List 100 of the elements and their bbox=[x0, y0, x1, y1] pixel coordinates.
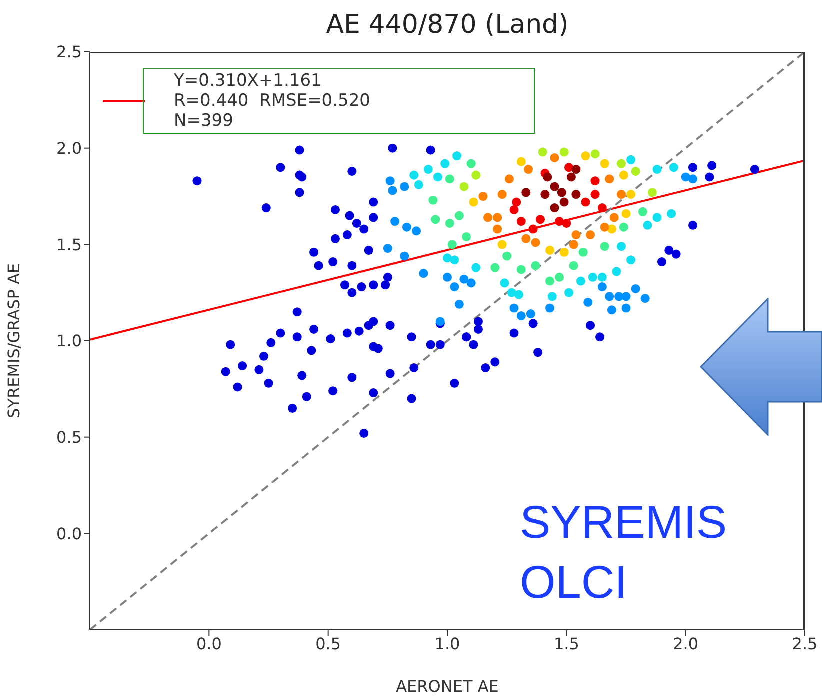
point bbox=[524, 165, 534, 174]
point bbox=[540, 190, 550, 200]
point bbox=[478, 192, 488, 202]
point bbox=[433, 172, 442, 182]
point bbox=[631, 166, 640, 176]
point bbox=[490, 263, 500, 272]
point bbox=[616, 242, 626, 252]
point bbox=[493, 213, 502, 222]
point bbox=[516, 217, 526, 226]
y-tick-label: 2.5 bbox=[56, 42, 82, 62]
point bbox=[484, 213, 493, 222]
point bbox=[498, 190, 507, 200]
point bbox=[543, 172, 552, 182]
point bbox=[626, 256, 636, 265]
point bbox=[562, 218, 572, 228]
point bbox=[442, 272, 452, 282]
point bbox=[460, 274, 469, 284]
point bbox=[669, 163, 678, 172]
point bbox=[402, 222, 412, 232]
annotation: N=399 bbox=[174, 111, 234, 131]
point bbox=[569, 261, 578, 270]
point bbox=[504, 174, 514, 184]
point bbox=[414, 180, 424, 190]
point bbox=[622, 292, 631, 302]
point bbox=[622, 209, 631, 218]
point bbox=[531, 238, 540, 248]
point bbox=[493, 224, 502, 234]
point bbox=[560, 248, 569, 257]
point bbox=[462, 232, 472, 242]
point bbox=[500, 278, 510, 288]
point bbox=[598, 282, 607, 292]
point bbox=[454, 211, 464, 220]
point bbox=[619, 170, 628, 180]
point bbox=[472, 170, 481, 180]
y-tick-label: 2.0 bbox=[56, 139, 82, 158]
point bbox=[569, 240, 578, 250]
point bbox=[550, 204, 560, 213]
point bbox=[667, 209, 676, 218]
point bbox=[616, 190, 626, 200]
y-tick-label: 0.0 bbox=[56, 524, 82, 544]
point bbox=[560, 198, 569, 207]
point bbox=[590, 176, 600, 186]
point bbox=[512, 198, 522, 207]
point bbox=[600, 222, 610, 232]
point bbox=[572, 230, 581, 240]
annotation: R=0.440 RMSE=0.520 bbox=[174, 91, 372, 111]
point bbox=[428, 196, 438, 205]
point bbox=[507, 288, 516, 298]
point bbox=[440, 159, 450, 168]
point bbox=[390, 217, 400, 226]
point bbox=[531, 261, 540, 270]
point bbox=[388, 186, 398, 196]
point bbox=[452, 152, 462, 161]
point bbox=[619, 222, 628, 232]
x-tick-label: 0.5 bbox=[316, 634, 342, 654]
point bbox=[652, 213, 662, 222]
point bbox=[648, 188, 657, 198]
point bbox=[448, 240, 457, 250]
point bbox=[600, 159, 610, 168]
point bbox=[469, 198, 478, 207]
point bbox=[514, 290, 524, 300]
point bbox=[600, 242, 610, 252]
point bbox=[555, 272, 564, 282]
point bbox=[548, 292, 557, 302]
point bbox=[626, 155, 636, 164]
point bbox=[572, 190, 581, 200]
point bbox=[610, 213, 619, 222]
point bbox=[472, 263, 481, 272]
point bbox=[572, 165, 581, 174]
point bbox=[557, 188, 566, 198]
point bbox=[424, 165, 433, 174]
point bbox=[598, 272, 607, 282]
point bbox=[545, 246, 554, 255]
y-axis-title: SYREMIS/GRASP AE bbox=[4, 264, 24, 418]
point bbox=[460, 182, 469, 192]
point bbox=[581, 152, 590, 161]
point bbox=[536, 215, 545, 224]
point bbox=[450, 282, 460, 292]
point bbox=[445, 218, 454, 228]
point bbox=[631, 284, 640, 294]
point bbox=[400, 252, 410, 261]
point bbox=[510, 304, 519, 313]
point bbox=[410, 170, 419, 180]
point bbox=[616, 159, 626, 168]
point bbox=[466, 278, 476, 288]
point bbox=[626, 190, 636, 200]
point bbox=[560, 148, 569, 157]
text: Y=0.310X+1.161 bbox=[174, 71, 323, 91]
point bbox=[516, 311, 526, 320]
point bbox=[581, 198, 590, 207]
point bbox=[622, 304, 631, 313]
point bbox=[643, 220, 652, 230]
point bbox=[419, 269, 428, 278]
x-tick-label: 2.5 bbox=[792, 634, 818, 654]
point bbox=[555, 217, 564, 226]
point bbox=[638, 207, 648, 216]
point bbox=[386, 176, 395, 186]
point bbox=[522, 234, 531, 244]
point bbox=[590, 190, 600, 200]
point bbox=[545, 304, 554, 313]
